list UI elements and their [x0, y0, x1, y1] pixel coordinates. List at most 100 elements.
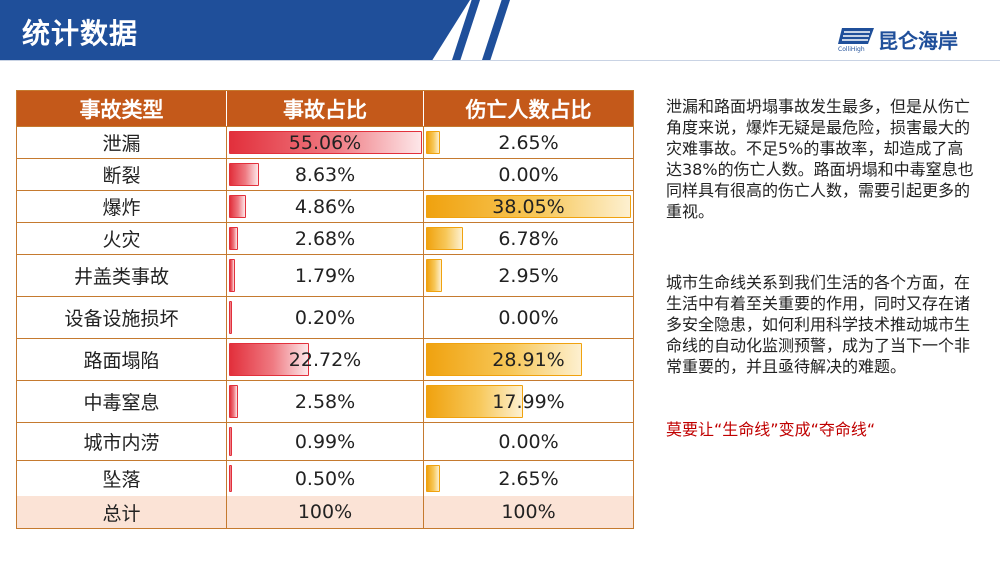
table-row: 断裂 8.63% 0.00% — [17, 159, 633, 191]
casualty-share-bar — [426, 227, 463, 250]
casualty-share-cell: 38.05% — [424, 191, 633, 222]
casualty-share-bar — [426, 465, 440, 492]
accident-type-cell: 路面塌陷 — [17, 339, 227, 380]
casualty-share-bar — [426, 259, 442, 292]
accident-share-value: 8.63% — [294, 163, 356, 186]
analysis-paragraph-1: 泄漏和路面坍塌事故发生最多，但是从伤亡角度来说，爆炸无疑是最危险，损害最大的灾难… — [666, 97, 974, 221]
table-header-row: 事故类型 事故占比 伤亡人数占比 — [17, 91, 633, 127]
table-row: 火灾 2.68% 6.78% — [17, 223, 633, 255]
accident-share-cell: 4.86% — [227, 191, 424, 222]
header-divider — [0, 60, 1000, 61]
analysis-paragraph-2: 城市生命线关系到我们生活的各个方面，在生活中有着至关重要的作用，同时又存在诸多安… — [666, 273, 971, 376]
accident-share-bar — [229, 427, 232, 456]
table-row: 路面塌陷 22.72% 28.91% — [17, 339, 633, 381]
accident-share-cell: 22.72% — [227, 339, 424, 380]
table-row: 泄漏 55.06% 2.65% — [17, 127, 633, 159]
table-row: 坠落 0.50% 2.65% — [17, 461, 633, 496]
casualty-share-value: 0.00% — [498, 430, 559, 453]
casualty-share-cell: 2.95% — [424, 255, 633, 296]
accident-share-cell: 0.50% — [227, 461, 424, 496]
page-title: 统计数据 — [22, 17, 139, 50]
accident-type-cell: 爆炸 — [17, 191, 227, 222]
table-row: 设备设施损坏 0.20% 0.00% — [17, 297, 633, 339]
logo-subtext: ColliHigh — [838, 46, 865, 53]
accident-share-bar — [229, 163, 259, 186]
accident-share-cell: 1.79% — [227, 255, 424, 296]
accident-type-cell: 城市内涝 — [17, 423, 227, 460]
casualty-share-value: 2.95% — [498, 264, 559, 287]
table-row: 爆炸 4.86% 38.05% — [17, 191, 633, 223]
casualty-share-bar — [426, 195, 631, 218]
casualty-share-cell: 0.00% — [424, 297, 633, 338]
slogan-text: 莫要让“生命线”变成“夺命线“ — [666, 420, 876, 439]
accident-type-cell: 断裂 — [17, 159, 227, 190]
casualty-share-bar — [426, 385, 523, 418]
casualty-share-cell: 0.00% — [424, 423, 633, 460]
casualty-share-cell: 6.78% — [424, 223, 633, 254]
accident-share-cell: 2.68% — [227, 223, 424, 254]
accident-type-cell: 设备设施损坏 — [17, 297, 227, 338]
accident-share-value: 0.99% — [294, 430, 356, 453]
accident-statistics-table: 事故类型 事故占比 伤亡人数占比 泄漏 55.06% 2.65% 断裂 8.63% 0.0… — [16, 90, 634, 529]
accident-share-value: 55.06% — [288, 131, 362, 154]
casualty-share-bar — [426, 343, 582, 376]
accident-share-cell: 0.99% — [227, 423, 424, 460]
accident-share-bar — [229, 301, 232, 334]
accident-share-cell: 0.20% — [227, 297, 424, 338]
casualty-share-value: 38.05% — [492, 195, 565, 218]
column-header-accident-share: 事故占比 — [227, 91, 424, 126]
total-accident-share: 100% — [227, 496, 424, 528]
title-banner: 统计数据 — [0, 0, 470, 60]
table-row: 中毒窒息 2.58% 17.99% — [17, 381, 633, 423]
casualty-share-cell: 0.00% — [424, 159, 633, 190]
casualty-share-cell: 28.91% — [424, 339, 633, 380]
table-row: 城市内涝 0.99% 0.00% — [17, 423, 633, 461]
accident-share-value: 4.86% — [294, 195, 356, 218]
accident-share-value: 22.72% — [288, 348, 362, 371]
accident-share-value: 1.79% — [294, 264, 356, 287]
company-logo: ColliHigh 昆仑海岸 — [838, 24, 958, 54]
accident-share-value: 0.50% — [294, 467, 356, 490]
casualty-share-value: 28.91% — [492, 348, 565, 371]
accident-type-cell: 井盖类事故 — [17, 255, 227, 296]
logo-icon: ColliHigh — [838, 26, 876, 53]
accident-type-cell: 中毒窒息 — [17, 381, 227, 422]
casualty-share-value: 2.65% — [498, 131, 559, 154]
accident-share-bar — [229, 227, 238, 250]
table-row: 井盖类事故 1.79% 2.95% — [17, 255, 633, 297]
table-total-row: 总计 100% 100% — [17, 496, 633, 528]
analysis-notes: 泄漏和路面坍塌事故发生最多，但是从伤亡角度来说，爆炸无疑是最危险，损害最大的灾难… — [666, 96, 976, 440]
logo-text: 昆仑海岸 — [878, 28, 958, 53]
accident-share-bar — [229, 385, 238, 418]
accident-type-cell: 火灾 — [17, 223, 227, 254]
accident-share-value: 2.68% — [294, 227, 356, 250]
decorative-slash — [482, 0, 510, 60]
accident-share-bar — [229, 259, 235, 292]
casualty-share-value: 2.65% — [498, 467, 559, 490]
casualty-share-value: 17.99% — [492, 390, 565, 413]
casualty-share-value: 0.00% — [498, 163, 559, 186]
accident-share-value: 0.20% — [294, 306, 356, 329]
column-header-type: 事故类型 — [17, 91, 227, 126]
accident-share-value: 2.58% — [294, 390, 356, 413]
accident-share-bar — [229, 131, 422, 154]
accident-share-bar — [229, 465, 232, 492]
accident-share-cell: 8.63% — [227, 159, 424, 190]
casualty-share-cell: 2.65% — [424, 461, 633, 496]
table-body: 泄漏 55.06% 2.65% 断裂 8.63% 0.00% 爆炸 4.86% 38.05% 火灾… — [17, 127, 633, 496]
accident-share-cell: 2.58% — [227, 381, 424, 422]
total-casualty-share: 100% — [424, 496, 633, 528]
accident-type-cell: 泄漏 — [17, 127, 227, 158]
column-header-casualty-share: 伤亡人数占比 — [465, 97, 592, 122]
casualty-share-cell: 17.99% — [424, 381, 633, 422]
casualty-share-bar — [426, 131, 440, 154]
accident-share-cell: 55.06% — [227, 127, 424, 158]
total-label: 总计 — [17, 496, 227, 528]
header-bar: 统计数据 ColliHigh 昆仑海岸 — [0, 0, 1000, 62]
casualty-share-value: 0.00% — [498, 306, 559, 329]
accident-share-bar — [229, 343, 309, 376]
casualty-share-cell: 2.65% — [424, 127, 633, 158]
casualty-share-value: 6.78% — [498, 227, 559, 250]
accident-share-bar — [229, 195, 246, 218]
accident-type-cell: 坠落 — [17, 461, 227, 496]
